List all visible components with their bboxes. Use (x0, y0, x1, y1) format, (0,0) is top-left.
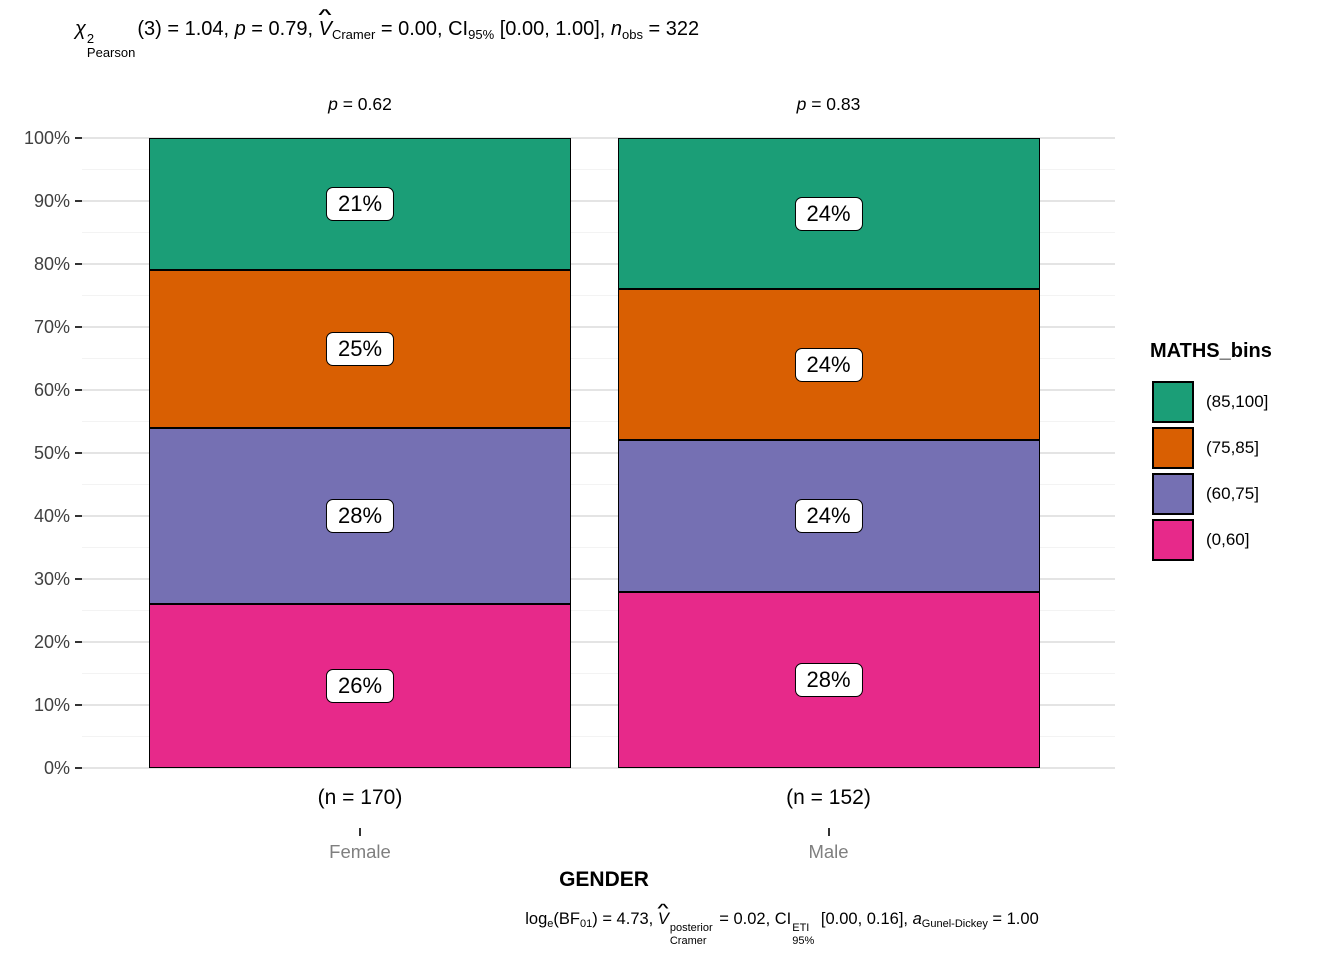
y-axis-tick-mark (75, 452, 82, 454)
legend-label: (60,75] (1206, 484, 1259, 503)
legend-key (1152, 473, 1194, 515)
y-axis-tick-mark (75, 389, 82, 391)
x-axis-tick-label: Male (808, 841, 849, 862)
y-axis-tick-label: 60% (33, 380, 70, 400)
gridline-minor (82, 546, 1115, 548)
y-axis-tick-label: 0% (43, 758, 70, 778)
bar-segment-label: 24% (794, 347, 863, 382)
facet-p-label: p = 0.83 (796, 94, 861, 114)
chi-symbol: χ (75, 18, 86, 40)
y-axis-tick-label: 20% (33, 632, 70, 652)
gridline-major (82, 515, 1115, 517)
y-axis-tick-label: 30% (33, 569, 70, 589)
gridline-major (82, 578, 1115, 580)
y-axis-tick-mark (75, 704, 82, 706)
gridline-minor (82, 672, 1115, 674)
gridline-major (82, 767, 1115, 769)
legend-label: (0,60] (1206, 530, 1250, 549)
sample-size-label: (n = 170) (317, 786, 403, 809)
gridline-major (82, 326, 1115, 328)
bar-segment-label: 25% (325, 332, 395, 367)
legend-key (1152, 427, 1194, 469)
bar-segment-label: 24% (794, 499, 863, 533)
legend-title: MATHS_bins (1150, 340, 1272, 362)
gridline-major (82, 200, 1115, 202)
bar-segment-label: 28% (794, 662, 863, 697)
facet-p-label: p = 0.62 (328, 94, 392, 114)
gridline-major (82, 641, 1115, 643)
y-axis-tick-mark (75, 326, 82, 328)
v-hat-symbol: ^ V (318, 6, 333, 40)
y-axis-tick-mark (75, 578, 82, 580)
y-axis-tick-label: 40% (33, 506, 70, 526)
y-axis-tick-mark (75, 200, 82, 202)
legend-label: (85,100] (1206, 392, 1269, 411)
gridline-minor (82, 609, 1115, 611)
gridline-minor (82, 294, 1115, 296)
y-axis-tick-mark (75, 641, 82, 643)
stats-subtitle: χ 2 Pearson (3) = 1.04, p = 0.79, ^ VCramer … (75, 6, 700, 61)
y-axis-tick-mark (75, 137, 82, 139)
y-axis-tick-mark (75, 767, 82, 769)
legend-item: (0,60] (1152, 519, 1342, 561)
bar-segment-label: 24% (794, 196, 863, 231)
x-axis-title: GENDER (559, 868, 649, 891)
gridline-minor (82, 420, 1115, 422)
gridline-major (82, 263, 1115, 265)
y-axis-tick-label: 90% (33, 191, 70, 211)
bar-segment-label: 26% (325, 669, 395, 704)
sample-size-label: (n = 152) (786, 786, 871, 809)
legend-key (1152, 519, 1194, 561)
gridline-minor (82, 357, 1115, 359)
legend-label: (75,85] (1206, 438, 1259, 457)
gridline-major (82, 704, 1115, 706)
gridline-minor (82, 735, 1115, 737)
y-axis-tick-mark (75, 263, 82, 265)
legend-item: (75,85] (1152, 427, 1342, 469)
gridline-major (82, 389, 1115, 391)
x-axis-tick-mark (359, 828, 361, 836)
legend-item: (85,100] (1152, 381, 1342, 423)
y-axis-tick-label: 50% (33, 443, 70, 463)
bar-segment-label: 21% (325, 187, 395, 222)
y-axis-tick-label: 10% (33, 695, 70, 715)
gridline-major (82, 452, 1115, 454)
legend-key (1152, 381, 1194, 423)
gridline-minor (82, 168, 1115, 170)
y-axis-tick-mark (75, 515, 82, 517)
y-axis-tick-label: 70% (33, 317, 70, 337)
gridline-minor (82, 483, 1115, 485)
x-axis-tick-label: Female (329, 841, 391, 862)
bar-segment-label: 28% (325, 499, 395, 533)
legend-item: (60,75] (1152, 473, 1342, 515)
gridline-minor (82, 231, 1115, 233)
legend-items: (85,100] (75,85] (60,75] (0,60] (1152, 381, 1342, 571)
x-axis-tick-mark (827, 828, 830, 836)
gridline-major (82, 137, 1115, 139)
y-axis-tick-label: 80% (33, 254, 70, 274)
v-hat-symbol: ^ V (657, 901, 670, 928)
y-axis-tick-label: 100% (23, 128, 70, 148)
